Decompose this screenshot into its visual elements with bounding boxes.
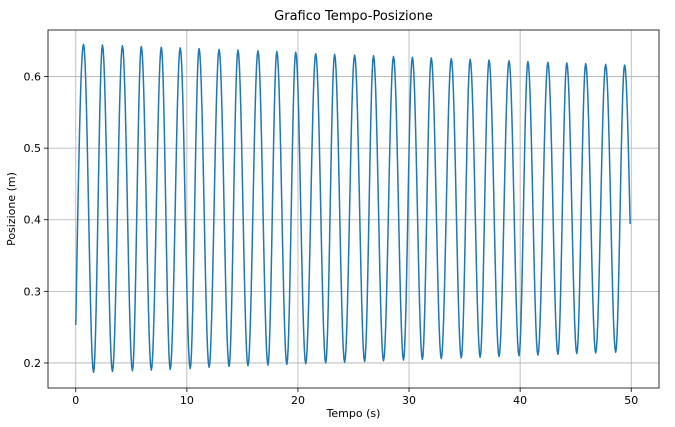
y-tick-label: 0.4 xyxy=(24,214,42,227)
y-axis-label: Posizione (m) xyxy=(5,172,18,246)
axes-frame xyxy=(47,29,660,389)
y-tick-label: 0.2 xyxy=(24,357,42,370)
y-tick-label: 0.6 xyxy=(24,71,42,84)
x-tick-label: 20 xyxy=(291,394,305,407)
y-tick-label: 0.5 xyxy=(24,142,42,155)
position-line xyxy=(75,43,631,373)
chart-title: Grafico Tempo-Posizione xyxy=(274,9,433,24)
x-tick-label: 10 xyxy=(180,394,194,407)
x-tick-label: 40 xyxy=(513,394,527,407)
x-axis-label: Tempo (s) xyxy=(326,407,381,420)
ticks: 0 10 20 30 40 50 0.2 0.3 0.4 0.5 0.6 xyxy=(24,71,639,407)
x-tick-label: 30 xyxy=(402,394,416,407)
plot-area xyxy=(75,43,631,373)
x-tick-label: 50 xyxy=(624,394,638,407)
x-tick-label: 0 xyxy=(72,394,79,407)
y-tick-label: 0.3 xyxy=(24,285,42,298)
